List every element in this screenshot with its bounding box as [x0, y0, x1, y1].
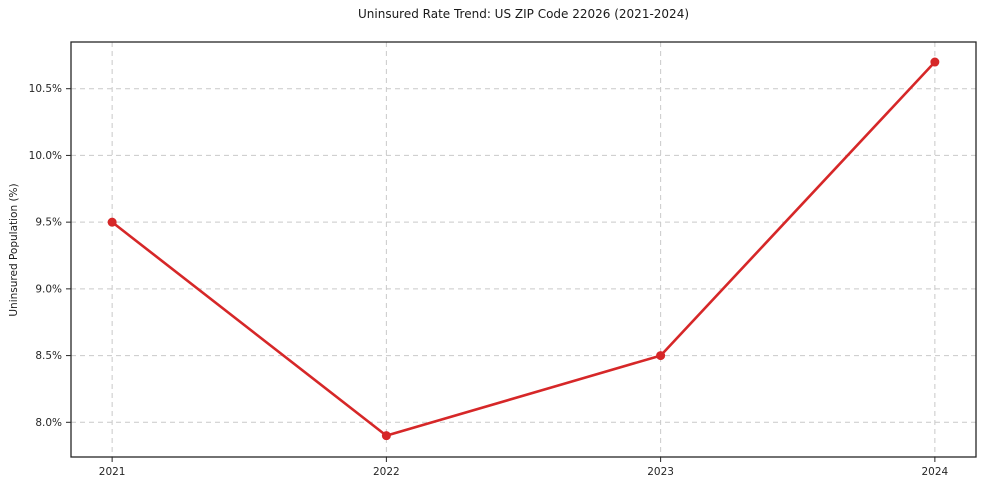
plot-border [70, 41, 977, 458]
y-tick-label: 9.5% [35, 217, 62, 229]
chart-title: Uninsured Rate Trend: US ZIP Code 22026 … [357, 7, 690, 21]
x-tick-label: 2021 [99, 466, 126, 478]
y-tick-label: 9.0% [35, 283, 62, 295]
data-point-marker [656, 351, 666, 361]
x-tick-label: 2024 [921, 466, 948, 478]
x-tick-label: 2023 [647, 466, 674, 478]
y-tick-label: 10.5% [29, 83, 62, 95]
trend-line [110, 60, 937, 437]
data-point-marker [107, 217, 117, 227]
y-tick-label: 8.5% [35, 350, 62, 362]
data-point-marker [381, 431, 391, 441]
y-tick-label: 8.0% [35, 417, 62, 429]
x-tick-label: 2022 [373, 466, 400, 478]
data-point-marker [930, 57, 940, 67]
y-tick-label: 10.0% [29, 150, 62, 162]
